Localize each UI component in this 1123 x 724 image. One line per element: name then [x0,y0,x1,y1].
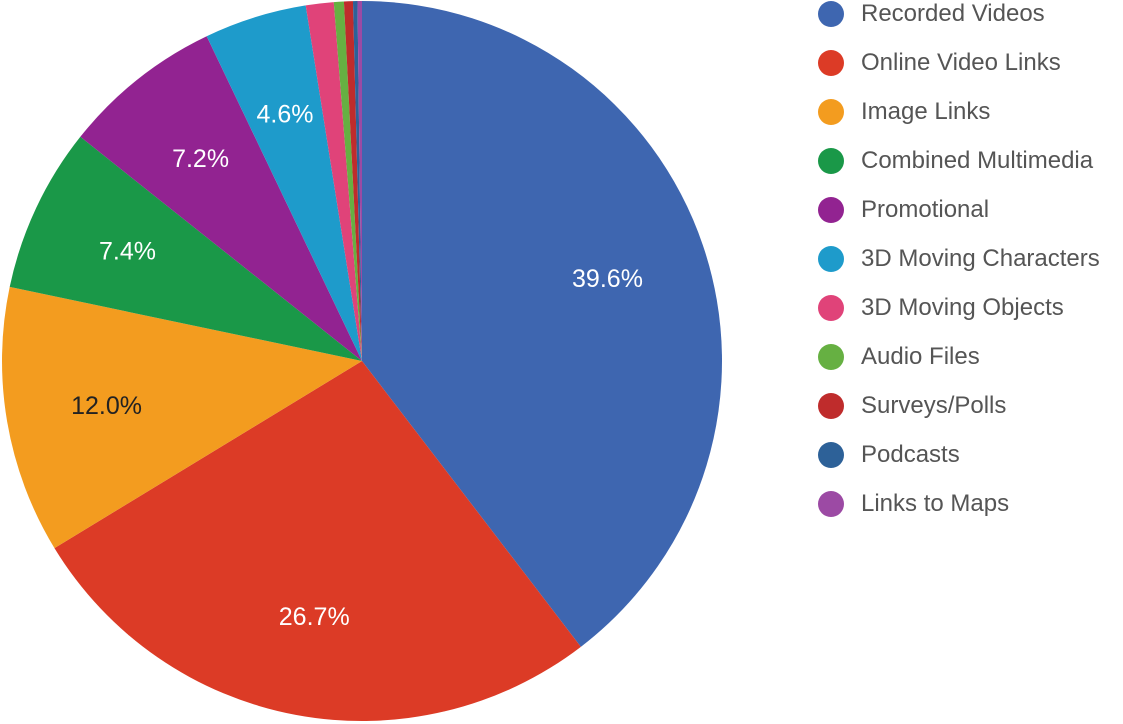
legend-label: 3D Moving Characters [861,244,1100,272]
pie-chart: 39.6% 26.7% 12.0% 7.4% 7.2% 4.6% [1,1,722,721]
pie-slice-podcasts [352,1,362,362]
pie-slice-image-links [1,286,362,549]
pie-slice-recorded-videos [362,1,722,647]
legend-swatch [818,441,844,468]
legend-swatch [818,98,844,125]
legend-label: 3D Moving Objects [861,293,1064,321]
legend-swatch [818,343,844,370]
data-label: 7.2% [172,145,229,173]
pie-slice-links-to-maps [357,1,362,361]
data-label: 26.7% [279,603,350,631]
legend-label: Online Video Links [861,48,1061,76]
legend-label: Podcasts [861,440,960,468]
pie-slice-surveys-polls [343,1,362,362]
data-label: 7.4% [99,238,156,266]
pie-slice-3d-moving-characters [206,5,362,362]
legend-item: Recorded Videos [818,0,1100,38]
legend-swatch [818,196,844,223]
legend-swatch [818,490,844,517]
legend-item: Online Video Links [818,38,1100,87]
legend-item: Audio Files [818,332,1100,381]
legend-label: Surveys/Polls [861,391,1007,419]
legend-item: Surveys/Polls [818,381,1100,430]
legend-label: Links to Maps [861,489,1010,517]
legend-swatch [818,0,844,27]
legend-item: Promotional [818,185,1100,234]
pie-slice-online-video-links [54,361,581,721]
legend-swatch [818,392,844,419]
legend-label: Image Links [861,97,991,125]
legend-swatch [818,245,844,272]
pie-slice-3d-moving-objects [305,2,362,361]
legend-label: Combined Multimedia [861,146,1094,174]
legend-item: 3D Moving Objects [818,283,1100,332]
legend-item: 3D Moving Characters [818,234,1100,283]
legend-item: Podcasts [818,430,1100,479]
data-label: 4.6% [257,100,314,128]
data-label: 39.6% [572,265,643,293]
legend-swatch [818,294,844,321]
legend-label: Recorded Videos [861,0,1045,27]
pie-slice-audio-files [333,1,362,362]
legend-item: Links to Maps [818,479,1100,528]
legend-label: Audio Files [861,342,980,370]
data-label: 12.0% [71,392,142,420]
chart-legend: Recorded Videos Online Video Links Image L… [818,0,1100,539]
pie-slice-combined-multimedia [9,136,362,361]
legend-label: Promotional [861,195,990,223]
pie-slice-promotional [80,36,363,361]
legend-item: Combined Multimedia [818,136,1100,185]
legend-swatch [818,49,844,76]
legend-swatch [818,147,844,174]
legend-item: Image Links [818,87,1100,136]
